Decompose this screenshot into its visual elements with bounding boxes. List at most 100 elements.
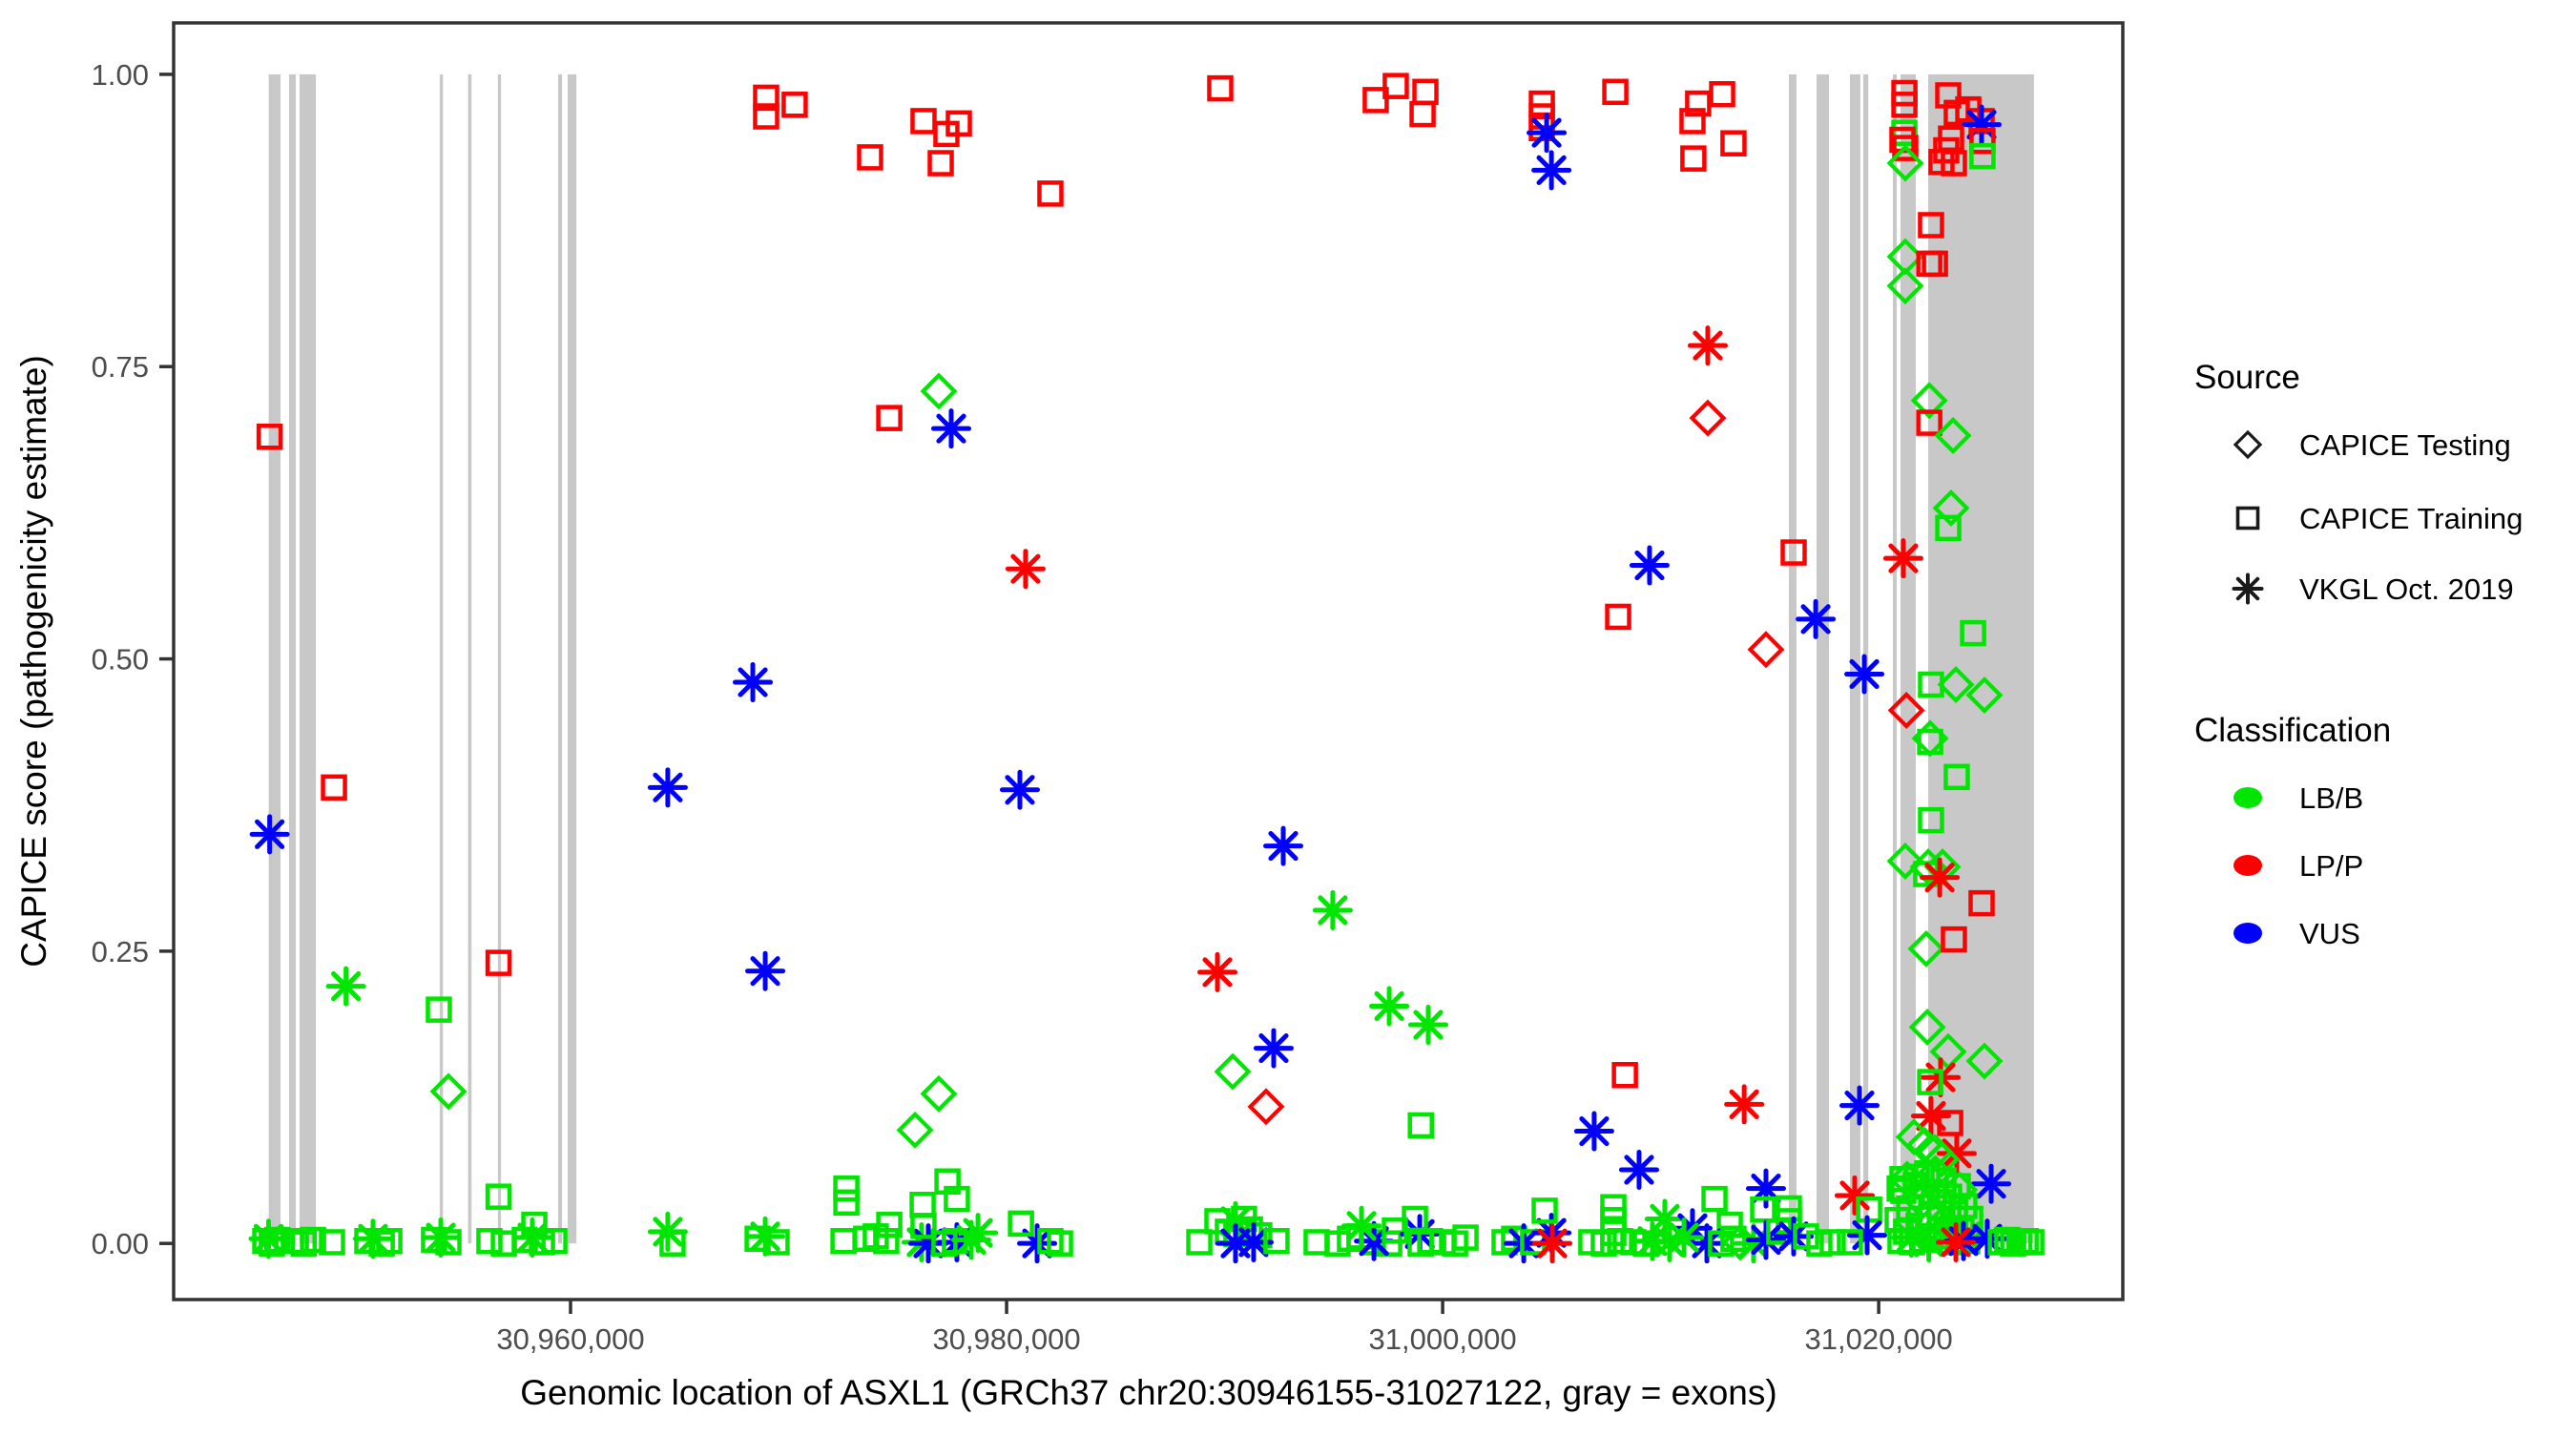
data-point-square bbox=[1362, 87, 1389, 114]
data-point-asterisk bbox=[1664, 1217, 1705, 1259]
data-point-asterisk bbox=[1531, 150, 1572, 191]
data-point-asterisk bbox=[1312, 889, 1353, 930]
data-point-asterisk bbox=[1847, 1215, 1888, 1256]
y-tick-label: 0.50 bbox=[92, 643, 149, 676]
vkgl-asterisk-icon bbox=[2232, 572, 2264, 605]
data-point-diamond bbox=[1908, 1009, 1946, 1046]
data-point-square bbox=[781, 92, 808, 118]
plot-panel bbox=[174, 23, 2123, 1300]
data-point-asterisk bbox=[325, 966, 366, 1007]
data-point-square bbox=[876, 1211, 903, 1238]
data-point-asterisk bbox=[733, 662, 774, 703]
data-point-square bbox=[659, 1230, 686, 1257]
data-point-diamond bbox=[1934, 417, 1972, 454]
exon-band bbox=[497, 73, 502, 1244]
data-point-asterisk bbox=[1005, 549, 1046, 590]
data-point-square bbox=[1806, 1230, 1833, 1257]
data-point-square bbox=[942, 1227, 968, 1255]
data-point-square bbox=[1701, 1185, 1728, 1213]
data-point-asterisk bbox=[1839, 1085, 1880, 1126]
data-point-asterisk bbox=[1936, 1221, 1977, 1262]
data-point-diamond bbox=[1247, 1088, 1285, 1126]
data-point-square bbox=[2018, 1229, 2045, 1256]
data-point-asterisk bbox=[249, 814, 290, 855]
data-point-square bbox=[1918, 806, 1944, 834]
data-point-square bbox=[1935, 514, 1962, 542]
data-points-layer bbox=[248, 73, 2045, 1264]
data-point-square bbox=[753, 103, 779, 130]
data-point-square bbox=[1047, 1230, 1073, 1257]
data-point-square bbox=[1968, 889, 1995, 917]
data-point-square bbox=[1531, 1197, 1558, 1224]
vus-dot-icon bbox=[2233, 923, 2262, 944]
x-axis-title: Genomic location of ASXL1 (GRCh37 chr20:… bbox=[520, 1373, 1776, 1412]
data-point-asterisk bbox=[1629, 545, 1670, 586]
data-point-square bbox=[1918, 212, 1944, 239]
exon-band bbox=[288, 73, 297, 1244]
y-tick-label: 0.75 bbox=[92, 350, 149, 384]
data-point-square bbox=[833, 1175, 860, 1202]
data-point-square bbox=[1937, 1110, 1963, 1136]
data-point-square bbox=[945, 110, 972, 137]
data-point-asterisk bbox=[1341, 1205, 1382, 1246]
data-point-diamond bbox=[1907, 929, 1945, 968]
capice-training-square-icon bbox=[2235, 506, 2260, 531]
data-point-square bbox=[541, 1227, 568, 1255]
data-point-square bbox=[1602, 78, 1629, 106]
data-point-asterisk bbox=[1745, 1219, 1786, 1260]
data-point-square bbox=[1709, 80, 1735, 108]
data-point-square bbox=[1917, 1069, 1943, 1095]
data-point-square bbox=[763, 1229, 790, 1256]
data-point-square bbox=[1611, 1061, 1638, 1089]
data-point-square bbox=[1452, 1224, 1479, 1251]
data-point-asterisk bbox=[1724, 1084, 1765, 1125]
data-point-square bbox=[1680, 145, 1707, 172]
data-point-square bbox=[282, 1227, 309, 1255]
data-point-asterisk bbox=[1796, 598, 1837, 639]
data-point-diamond bbox=[1937, 666, 1975, 703]
square-key bbox=[2235, 506, 2260, 531]
data-point-square bbox=[321, 774, 347, 801]
data-point-asterisk bbox=[1532, 1223, 1573, 1264]
x-tick-label: 30,980,000 bbox=[932, 1322, 1080, 1356]
legend-classification-title: Classification bbox=[2194, 712, 2391, 749]
data-point-diamond bbox=[1910, 382, 1948, 420]
data-point-square bbox=[1941, 150, 1967, 177]
data-point-diamond bbox=[1932, 489, 1970, 527]
data-point-diamond bbox=[1214, 1052, 1252, 1091]
data-point-square bbox=[1186, 1229, 1213, 1256]
data-point-square bbox=[476, 1227, 503, 1255]
data-point-asterisk bbox=[1687, 325, 1728, 366]
data-point-square bbox=[1409, 100, 1436, 128]
data-point-square bbox=[1960, 619, 1986, 647]
data-point-square bbox=[1943, 763, 1970, 791]
data-point-square bbox=[1750, 1196, 1776, 1223]
data-point-square bbox=[910, 1213, 937, 1239]
data-point-square bbox=[485, 1183, 512, 1210]
data-point-asterisk bbox=[421, 1217, 462, 1259]
legend-item-vus: VUS bbox=[2299, 917, 2360, 950]
data-point-square bbox=[1679, 108, 1706, 135]
data-point-square bbox=[1607, 1227, 1633, 1255]
data-point-square bbox=[1935, 82, 1962, 109]
data-point-asterisk bbox=[1573, 1111, 1614, 1152]
data-point-square bbox=[1819, 1229, 1846, 1256]
data-point-square bbox=[1969, 128, 1996, 155]
legend-item-capice-training: CAPICE Training bbox=[2299, 502, 2523, 535]
x-tick-label: 31,020,000 bbox=[1805, 1322, 1953, 1356]
x-tick-label: 31,000,000 bbox=[1369, 1322, 1517, 1356]
data-point-square bbox=[1263, 1227, 1290, 1255]
data-point-square bbox=[426, 996, 452, 1023]
data-point-asterisk bbox=[1844, 654, 1885, 695]
axes-layer: 30,960,000 30,980,000 31,000,000 31,020,000… bbox=[92, 58, 1953, 1356]
data-point-diamond bbox=[1887, 691, 1925, 729]
data-point-asterisk bbox=[1263, 825, 1304, 866]
exon-band bbox=[557, 73, 563, 1244]
data-point-square bbox=[1382, 73, 1409, 99]
data-point-asterisk bbox=[930, 408, 971, 449]
data-point-square bbox=[1780, 539, 1807, 566]
data-point-diamond bbox=[1922, 1140, 1961, 1178]
data-point-square bbox=[485, 949, 512, 976]
data-point-diamond bbox=[1689, 399, 1727, 437]
